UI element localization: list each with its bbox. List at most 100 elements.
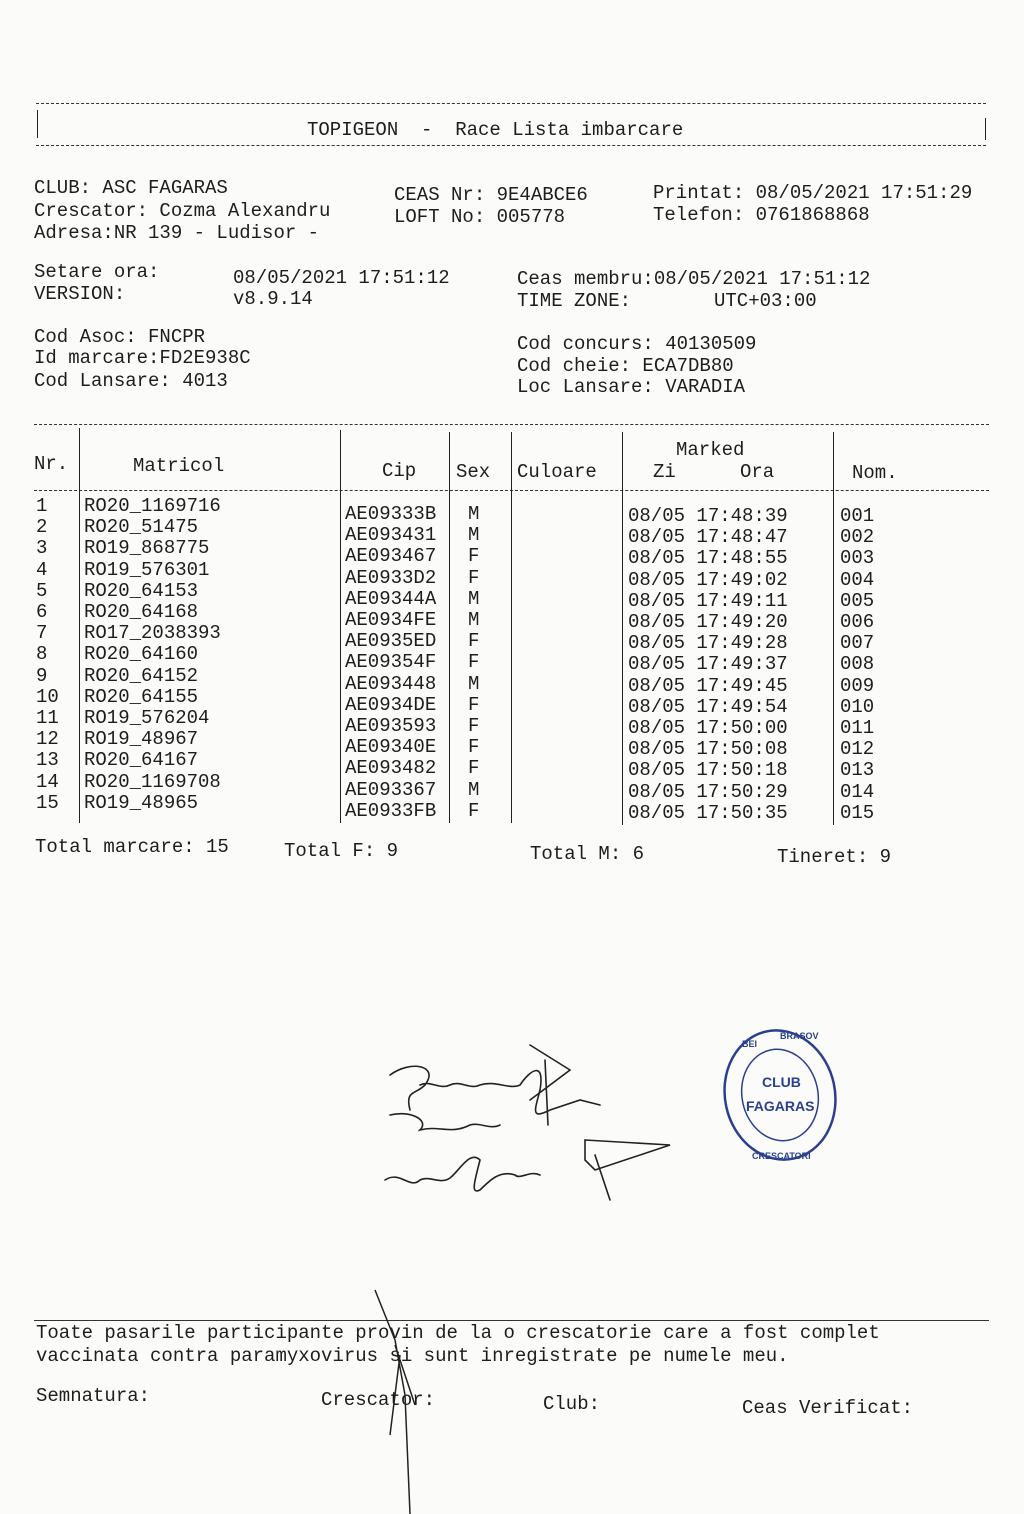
cell-nr: 12 — [36, 728, 59, 751]
cell-nom: 013 — [840, 759, 875, 782]
table-row: 12 RO19_48967 AE09340E F 08/05 17:50:08 012 — [0, 728, 1024, 760]
cell-nr: 15 — [36, 791, 59, 814]
cell-sex: F — [468, 715, 480, 737]
cell-nom: 002 — [840, 526, 875, 549]
printat: Printat: 08/05/2021 17:51:29 — [653, 182, 973, 204]
stamp-text-fagaras: FAGARAS — [746, 1098, 814, 1114]
cell-marked: 08/05 17:49:11 — [628, 589, 788, 612]
cell-matricol: RO19_868775 — [84, 537, 210, 560]
stamp-text-brasov: BRASOV — [780, 1031, 819, 1041]
col-sep — [833, 432, 834, 825]
cell-cip: AE0933FB — [345, 799, 437, 822]
table-row: 9 RO20_64152 AE093448 M 08/05 17:49:45 009 — [0, 664, 1024, 696]
ceas-nr: CEAS Nr: 9E4ABCE6 — [394, 184, 588, 206]
total-m: Total M: 6 — [530, 843, 645, 865]
cell-cip: AE09340E — [345, 736, 437, 759]
cell-nom: 006 — [840, 611, 875, 633]
cell-marked: 08/05 17:50:29 — [628, 780, 788, 803]
cell-nom: 007 — [840, 632, 875, 655]
version-label: VERSION: — [34, 283, 126, 305]
col-marked: Marked — [676, 439, 745, 461]
cell-sex: F — [468, 757, 480, 780]
cell-nr: 7 — [36, 622, 48, 645]
table-row: 5 RO20_64153 AE09344A M 08/05 17:49:11 005 — [0, 579, 1024, 611]
cell-nom: 004 — [840, 568, 875, 591]
cell-sex: F — [468, 545, 480, 568]
cell-cip: AE0935ED — [345, 630, 437, 653]
cell-sex: M — [468, 778, 480, 801]
club-stamp: CLUB FAGARAS BEI BRASOV CRESCATORI — [723, 1029, 837, 1161]
cell-marked: 08/05 17:50:35 — [628, 801, 788, 824]
header-border-left — [37, 110, 38, 138]
cell-nr: 4 — [36, 558, 48, 581]
cell-marked: 08/05 17:49:37 — [628, 653, 788, 676]
cell-nr: 13 — [36, 749, 59, 772]
cell-cip: AE09344A — [345, 587, 437, 610]
cell-marked: 08/05 17:48:39 — [628, 505, 788, 527]
club-signature-label: Club: — [543, 1393, 601, 1415]
cell-sex: F — [468, 693, 480, 716]
cell-nr: 5 — [36, 579, 48, 602]
cell-marked: 08/05 17:50:08 — [628, 738, 788, 761]
cell-matricol: RO19_48967 — [84, 728, 199, 751]
cell-marked: 08/05 17:49:28 — [628, 632, 788, 655]
cell-cip: AE093482 — [345, 757, 437, 780]
cell-nom: 008 — [840, 653, 875, 676]
footer-rule — [34, 1320, 989, 1321]
table-row: 15 RO19_48965 AE0933FB F 08/05 17:50:35 015 — [0, 791, 1024, 823]
cell-nom: 003 — [840, 547, 875, 570]
cell-nr: 2 — [36, 516, 48, 539]
cell-matricol: RO19_576204 — [84, 707, 210, 729]
adresa: Adresa:NR 139 - Ludisor - — [34, 222, 320, 244]
total-f: Total F: 9 — [284, 840, 399, 862]
cell-cip: AE0934FE — [345, 609, 437, 631]
cell-cip: AE09333B — [345, 503, 437, 525]
cell-matricol: RO19_48965 — [84, 791, 199, 814]
setare-value: 08/05/2021 17:51:12 — [233, 267, 450, 289]
table-border-top — [34, 424, 989, 425]
cell-nr: 11 — [36, 707, 59, 729]
cell-matricol: RO20_64155 — [84, 685, 199, 708]
table-row: 10 RO20_64155 AE0934DE F 08/05 17:49:54 010 — [0, 685, 1024, 717]
cell-nr: 1 — [36, 495, 48, 517]
time-zone-value: UTC+03:00 — [714, 290, 817, 312]
cell-sex: F — [468, 651, 480, 674]
loft-no: LOFT No: 005778 — [394, 206, 566, 228]
cell-sex: M — [468, 609, 480, 631]
cell-marked: 08/05 17:50:00 — [628, 717, 788, 739]
cell-nom: 012 — [840, 738, 875, 761]
col-ora: Ora — [740, 461, 775, 483]
cell-nr: 10 — [36, 685, 59, 708]
ceas-membru: Ceas membru:08/05/2021 17:51:12 — [517, 268, 871, 290]
cell-sex: M — [468, 587, 480, 610]
col-sep — [622, 432, 623, 825]
table-row: 6 RO20_64168 AE0934FE M 08/05 17:49:20 006 — [0, 601, 1024, 633]
club: CLUB: ASC FAGARAS — [34, 177, 228, 199]
cell-cip: AE093448 — [345, 672, 437, 695]
telefon: Telefon: 0761868868 — [653, 204, 870, 226]
cell-marked: 08/05 17:48:47 — [628, 526, 788, 549]
cell-matricol: RO20_64152 — [84, 664, 199, 687]
cell-marked: 08/05 17:49:20 — [628, 611, 788, 633]
cell-nr: 3 — [36, 537, 48, 560]
cell-matricol: RO20_51475 — [84, 516, 199, 539]
col-zi: Zi — [653, 461, 676, 483]
header-border-right — [985, 118, 986, 140]
cell-nom: 009 — [840, 674, 875, 697]
cell-sex: F — [468, 736, 480, 759]
table-row: 4 RO19_576301 AE0933D2 F 08/05 17:49:02 004 — [0, 558, 1024, 590]
cod-concurs: Cod concurs: 40130509 — [517, 333, 757, 355]
id-marcare: Id marcare:FD2E938C — [34, 347, 251, 369]
cell-sex: M — [468, 503, 480, 525]
cell-matricol: RO20_64153 — [84, 579, 199, 602]
cell-nr: 14 — [36, 770, 59, 793]
stamp-text-crescatori: CRESCATORI — [752, 1151, 811, 1161]
setare-label: Setare ora: — [34, 261, 160, 283]
time-zone-label: TIME ZONE: — [517, 290, 632, 312]
cell-nr: 6 — [36, 601, 48, 623]
cell-marked: 08/05 17:49:02 — [628, 568, 788, 591]
pen-stroke — [374, 1289, 416, 1514]
header-border-top — [36, 103, 986, 104]
ceas-verificat-label: Ceas Verificat: — [742, 1397, 914, 1419]
cell-nom: 001 — [840, 505, 875, 527]
